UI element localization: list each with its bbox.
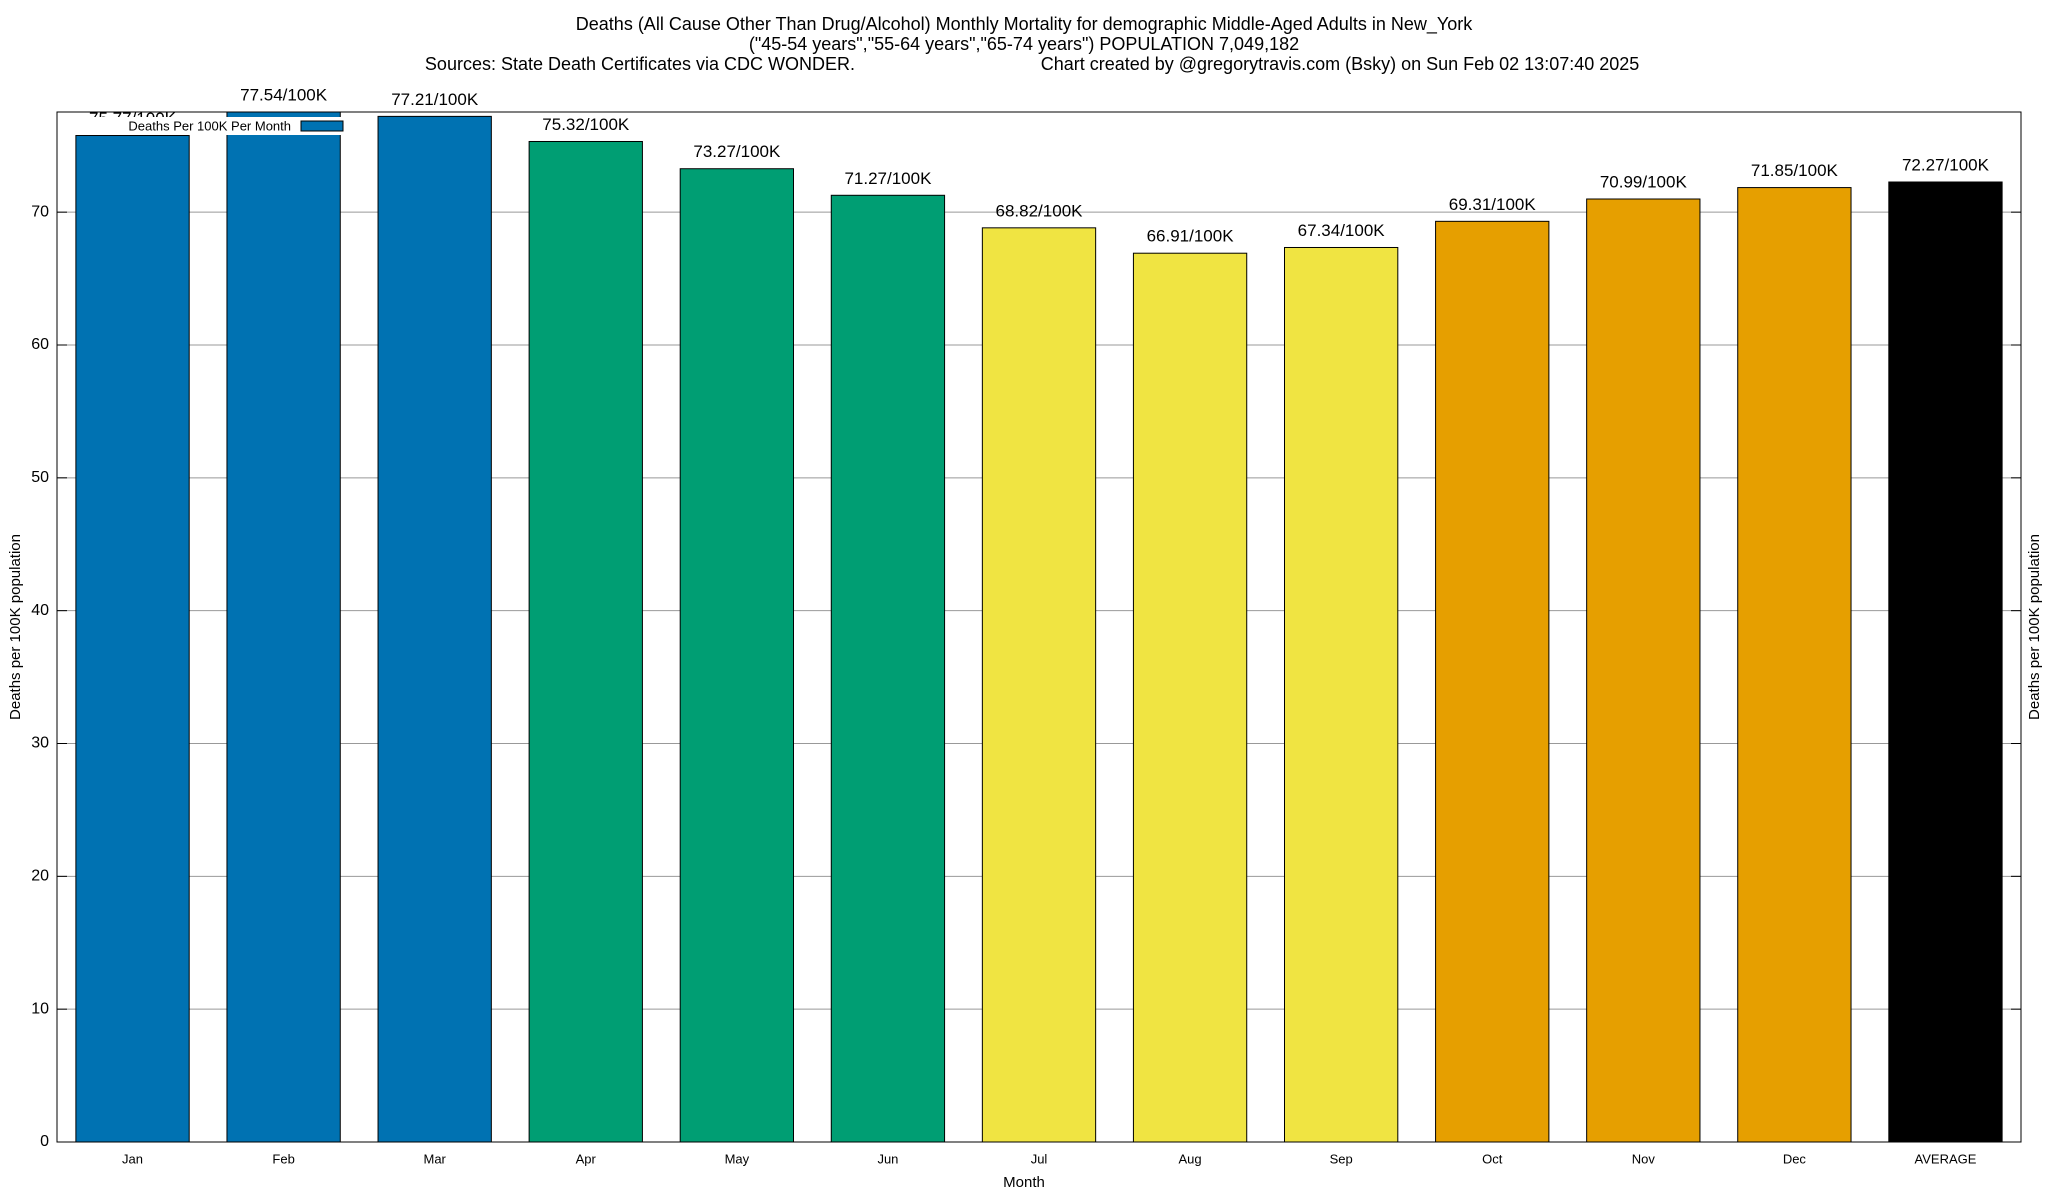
x-tick-label: AVERAGE — [1915, 1151, 1977, 1166]
y-tick-label: 0 — [40, 1133, 49, 1150]
plot-frame — [56, 111, 2022, 1143]
sources: Sources: State Death Certificates via CD… — [425, 54, 855, 74]
bar — [1435, 220, 1550, 1143]
x-tick-label: Mar — [423, 1151, 446, 1166]
y-tick-label: 50 — [31, 469, 49, 486]
bar — [1737, 187, 1852, 1143]
credit: Chart created by @gregorytravis.com (Bsk… — [1041, 54, 1640, 74]
y-tick-label: 70 — [31, 203, 49, 220]
value-label: 68.82/100K — [996, 201, 1084, 220]
bar — [1284, 246, 1399, 1143]
x-tick-label: Jul — [1031, 1151, 1048, 1166]
bar — [1132, 252, 1248, 1143]
x-tick-label: Jun — [877, 1151, 898, 1166]
bar — [528, 140, 643, 1143]
bar — [981, 227, 1097, 1143]
value-label: 75.32/100K — [542, 115, 630, 134]
value-label: 66.91/100K — [1147, 227, 1235, 246]
x-tick-label: Sep — [1330, 1151, 1353, 1166]
y2-axis-label: Deaths per 100K population — [2026, 534, 2043, 720]
x-tick-label: Oct — [1482, 1151, 1503, 1166]
y-tick-label: 20 — [31, 868, 49, 885]
value-label: 69.31/100K — [1449, 195, 1537, 214]
chart-subtitle: ("45-54 years","55-64 years","65-74 year… — [749, 34, 1299, 54]
bar — [377, 115, 492, 1143]
x-tick-label: Jan — [122, 1151, 143, 1166]
value-label: 73.27/100K — [693, 142, 781, 161]
bar — [1888, 181, 2003, 1143]
value-label: 77.21/100K — [391, 90, 479, 109]
y-tick-label: 40 — [31, 602, 49, 619]
bar — [679, 168, 795, 1143]
value-label: 71.85/100K — [1751, 161, 1839, 180]
x-tick-label: Nov — [1632, 1151, 1656, 1166]
value-label: 72.27/100K — [1902, 155, 1990, 174]
x-tick-label: Dec — [1783, 1151, 1807, 1166]
legend-box — [81, 117, 353, 135]
bar — [1586, 198, 1701, 1143]
y-tick-label: 60 — [31, 336, 49, 353]
value-label: 71.27/100K — [844, 169, 932, 188]
chart-title: Deaths (All Cause Other Than Drug/Alcoho… — [576, 14, 1473, 35]
x-axis-label: Month — [1003, 1174, 1045, 1191]
y-tick-label: 30 — [31, 735, 49, 752]
value-label: 77.54/100K — [240, 85, 328, 104]
bar — [226, 111, 341, 1143]
bar — [75, 135, 190, 1143]
bar — [830, 194, 946, 1143]
y-tick-label: 10 — [31, 1000, 49, 1017]
legend-swatch — [300, 120, 344, 132]
x-tick-label: May — [725, 1151, 750, 1166]
x-tick-label: Feb — [272, 1151, 294, 1166]
x-tick-label: Apr — [576, 1151, 597, 1166]
value-label: 67.34/100K — [1298, 221, 1386, 240]
value-label: 70.99/100K — [1600, 172, 1688, 191]
y-axis-label: Deaths per 100K population — [7, 534, 24, 720]
legend-label: Deaths Per 100K Per Month — [128, 118, 291, 133]
x-tick-label: Aug — [1179, 1151, 1202, 1166]
